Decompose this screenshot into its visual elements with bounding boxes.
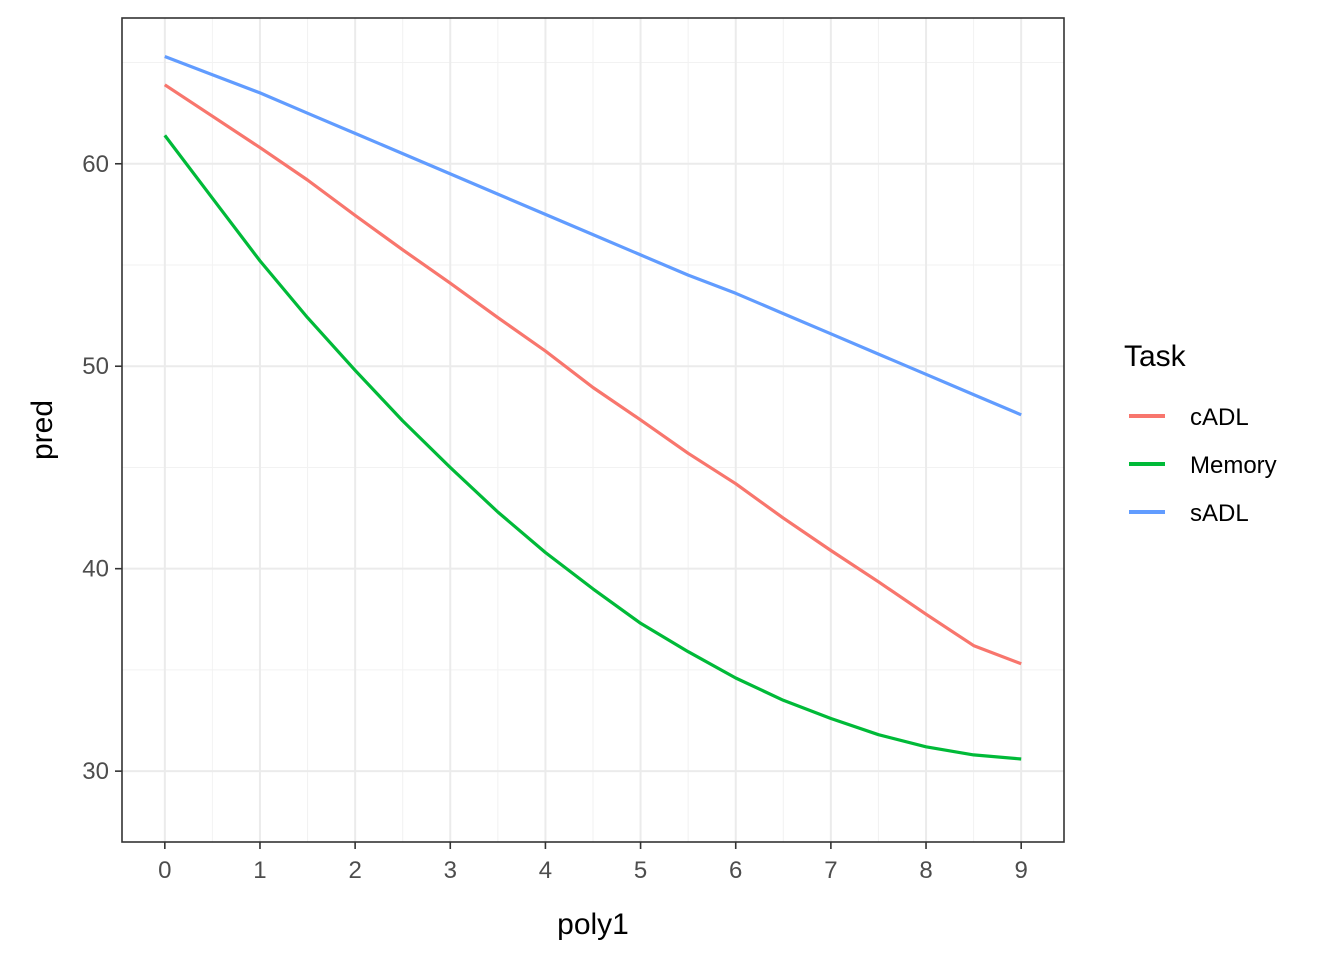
y-axis-title: pred: [26, 400, 59, 460]
y-tick-label: 30: [82, 758, 109, 785]
series-line-sadl: [164, 55, 1022, 417]
x-tick-label: 0: [158, 857, 171, 884]
y-tick-label: 50: [82, 353, 109, 380]
minor-gridlines: [122, 18, 1064, 842]
series-lines: [163, 55, 1022, 761]
x-tick-label: 2: [348, 857, 361, 884]
legend-label-cadl: cADL: [1190, 404, 1249, 431]
x-tick-label: 6: [729, 857, 742, 884]
x-axis-title: poly1: [557, 908, 629, 941]
x-tick-label: 9: [1015, 857, 1028, 884]
x-tick-label: 4: [539, 857, 552, 884]
y-tick-label: 40: [82, 556, 109, 583]
y-axis-ticks: 30 40 50 60: [82, 151, 122, 785]
legend-title: Task: [1124, 340, 1187, 373]
legend-label-memory: Memory: [1190, 452, 1277, 479]
x-tick-label: 8: [919, 857, 932, 884]
series-line-memory: [163, 134, 1022, 761]
x-tick-label: 1: [253, 857, 266, 884]
legend-label-sadl: sADL: [1190, 500, 1249, 527]
major-gridlines: [122, 18, 1064, 842]
x-tick-label: 5: [634, 857, 647, 884]
x-tick-label: 7: [824, 857, 837, 884]
series-line-cadl: [163, 83, 1022, 666]
legend: Task cADL Memory sADL: [1124, 340, 1277, 527]
x-tick-label: 3: [444, 857, 457, 884]
x-axis-ticks: 0 1 2 3 4 5 6 7 8 9: [158, 842, 1028, 884]
plot-panel-border: [121, 17, 1065, 843]
y-tick-label: 60: [82, 151, 109, 178]
legend-items: cADL Memory sADL: [1129, 404, 1277, 527]
